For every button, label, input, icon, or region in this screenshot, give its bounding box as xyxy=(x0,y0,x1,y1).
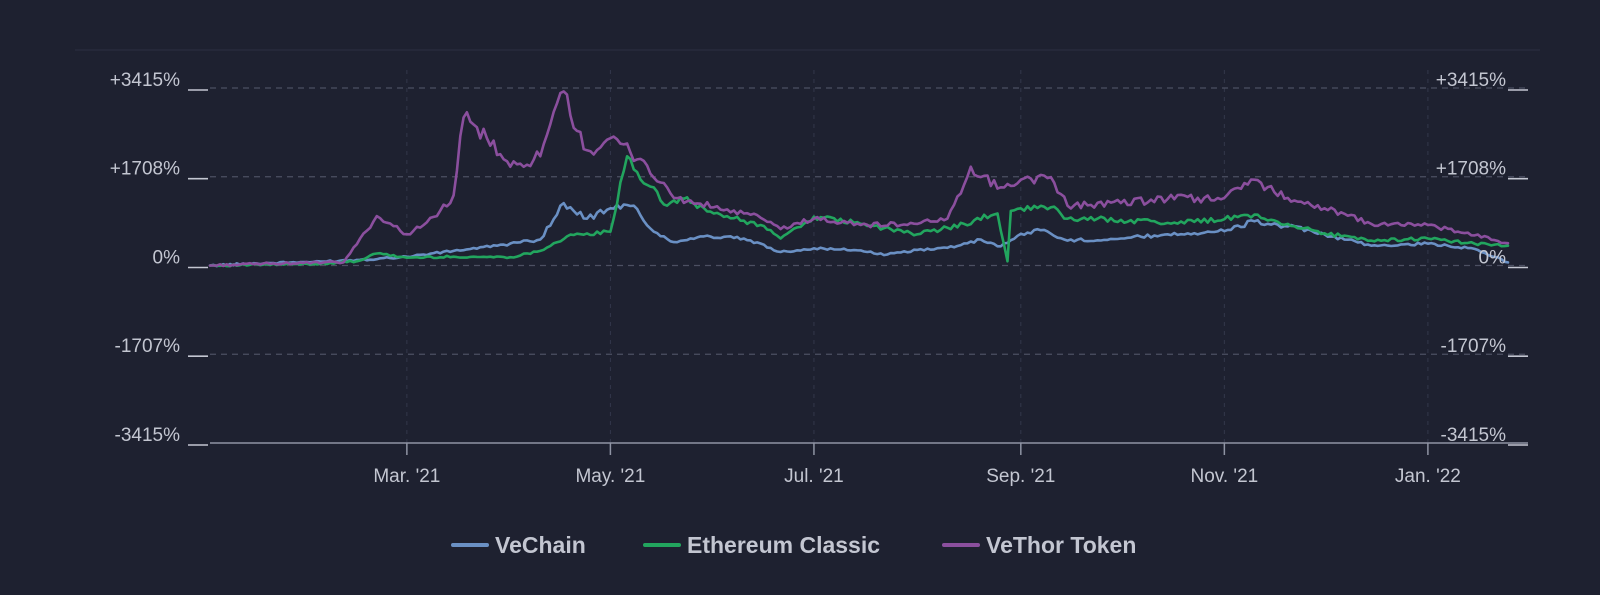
y-tick-label-left: -1707% xyxy=(115,336,181,357)
legend-item-vethor-token[interactable]: VeThor Token xyxy=(986,532,1136,558)
y-tick-label-right: +1708% xyxy=(1436,159,1506,180)
legend-item-ethereum-classic[interactable]: Ethereum Classic xyxy=(687,532,880,558)
series-line-vethor-token[interactable] xyxy=(208,90,1510,268)
y-tick-label-left: 0% xyxy=(153,248,181,269)
x-tick-label: Nov. '21 xyxy=(1191,466,1259,487)
y-tick-label-right: -3415% xyxy=(1441,425,1507,446)
x-tick-label: Mar. '21 xyxy=(373,466,440,487)
x-tick-label: May. '21 xyxy=(575,466,645,487)
series-layer xyxy=(208,90,1510,268)
y-tick-label-left: -3415% xyxy=(115,425,181,446)
y-tick-label-left: +3415% xyxy=(110,70,180,91)
y-tick-label-right: -1707% xyxy=(1441,336,1507,357)
legend[interactable]: VeChain Ethereum Classic VeThor Token xyxy=(451,532,1136,558)
x-tick-label: Sep. '21 xyxy=(986,466,1055,487)
legend-item-vechain[interactable]: VeChain xyxy=(495,532,586,558)
axis-layer: +3415% +3415% +1708% +1708% 0% 0% -1707% -1707%… xyxy=(110,70,1528,487)
y-tick-label-right: +3415% xyxy=(1436,70,1506,91)
x-tick-label: Jan. '22 xyxy=(1395,466,1461,487)
y-tick-label-left: +1708% xyxy=(110,159,180,180)
y-tick-label-right: 0% xyxy=(1479,248,1507,269)
x-tick-label: Jul. '21 xyxy=(784,466,844,487)
